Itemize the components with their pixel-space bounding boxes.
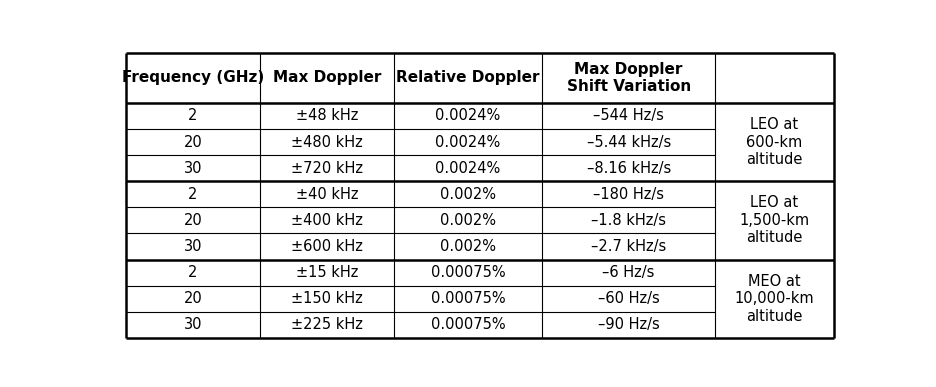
Text: –6 Hz/s: –6 Hz/s <box>603 265 655 280</box>
Text: 0.00075%: 0.00075% <box>431 291 505 306</box>
Text: Max Doppler
Shift Variation: Max Doppler Shift Variation <box>566 62 691 94</box>
Text: ±600 kHz: ±600 kHz <box>291 239 363 254</box>
Text: –544 Hz/s: –544 Hz/s <box>593 108 664 123</box>
Text: 0.00075%: 0.00075% <box>431 317 505 332</box>
Text: 0.0024%: 0.0024% <box>435 161 501 176</box>
Text: 30: 30 <box>183 239 202 254</box>
Text: 0.0024%: 0.0024% <box>435 108 501 123</box>
Text: ±720 kHz: ±720 kHz <box>291 161 363 176</box>
Text: 30: 30 <box>183 161 202 176</box>
Text: 2: 2 <box>188 108 197 123</box>
Text: –1.8 kHz/s: –1.8 kHz/s <box>592 213 666 228</box>
Text: –2.7 kHz/s: –2.7 kHz/s <box>591 239 666 254</box>
Text: 0.00075%: 0.00075% <box>431 265 505 280</box>
Text: LEO at
600-km
altitude: LEO at 600-km altitude <box>746 117 803 167</box>
Text: ±400 kHz: ±400 kHz <box>291 213 363 228</box>
Text: 20: 20 <box>183 291 202 306</box>
Text: –5.44 kHz/s: –5.44 kHz/s <box>587 135 671 149</box>
Text: –60 Hz/s: –60 Hz/s <box>598 291 660 306</box>
Text: 0.002%: 0.002% <box>440 213 496 228</box>
Text: Frequency (GHz): Frequency (GHz) <box>122 70 264 86</box>
Text: –180 Hz/s: –180 Hz/s <box>593 187 665 202</box>
Text: 2: 2 <box>188 187 197 202</box>
Text: Relative Doppler: Relative Doppler <box>396 70 540 86</box>
Text: 0.002%: 0.002% <box>440 187 496 202</box>
Text: MEO at
10,000-km
altitude: MEO at 10,000-km altitude <box>735 274 814 324</box>
Text: 0.002%: 0.002% <box>440 239 496 254</box>
Text: ±48 kHz: ±48 kHz <box>296 108 358 123</box>
Text: ±225 kHz: ±225 kHz <box>291 317 363 332</box>
Text: 2: 2 <box>188 265 197 280</box>
Text: ±150 kHz: ±150 kHz <box>291 291 363 306</box>
Text: 20: 20 <box>183 213 202 228</box>
Text: Max Doppler: Max Doppler <box>272 70 381 86</box>
Text: 30: 30 <box>183 317 202 332</box>
Text: ±480 kHz: ±480 kHz <box>291 135 363 149</box>
Text: 0.0024%: 0.0024% <box>435 135 501 149</box>
Text: 20: 20 <box>183 135 202 149</box>
Text: –8.16 kHz/s: –8.16 kHz/s <box>587 161 671 176</box>
Text: ±15 kHz: ±15 kHz <box>296 265 358 280</box>
Text: –90 Hz/s: –90 Hz/s <box>598 317 660 332</box>
Text: LEO at
1,500-km
altitude: LEO at 1,500-km altitude <box>739 195 810 245</box>
Text: ±40 kHz: ±40 kHz <box>296 187 358 202</box>
